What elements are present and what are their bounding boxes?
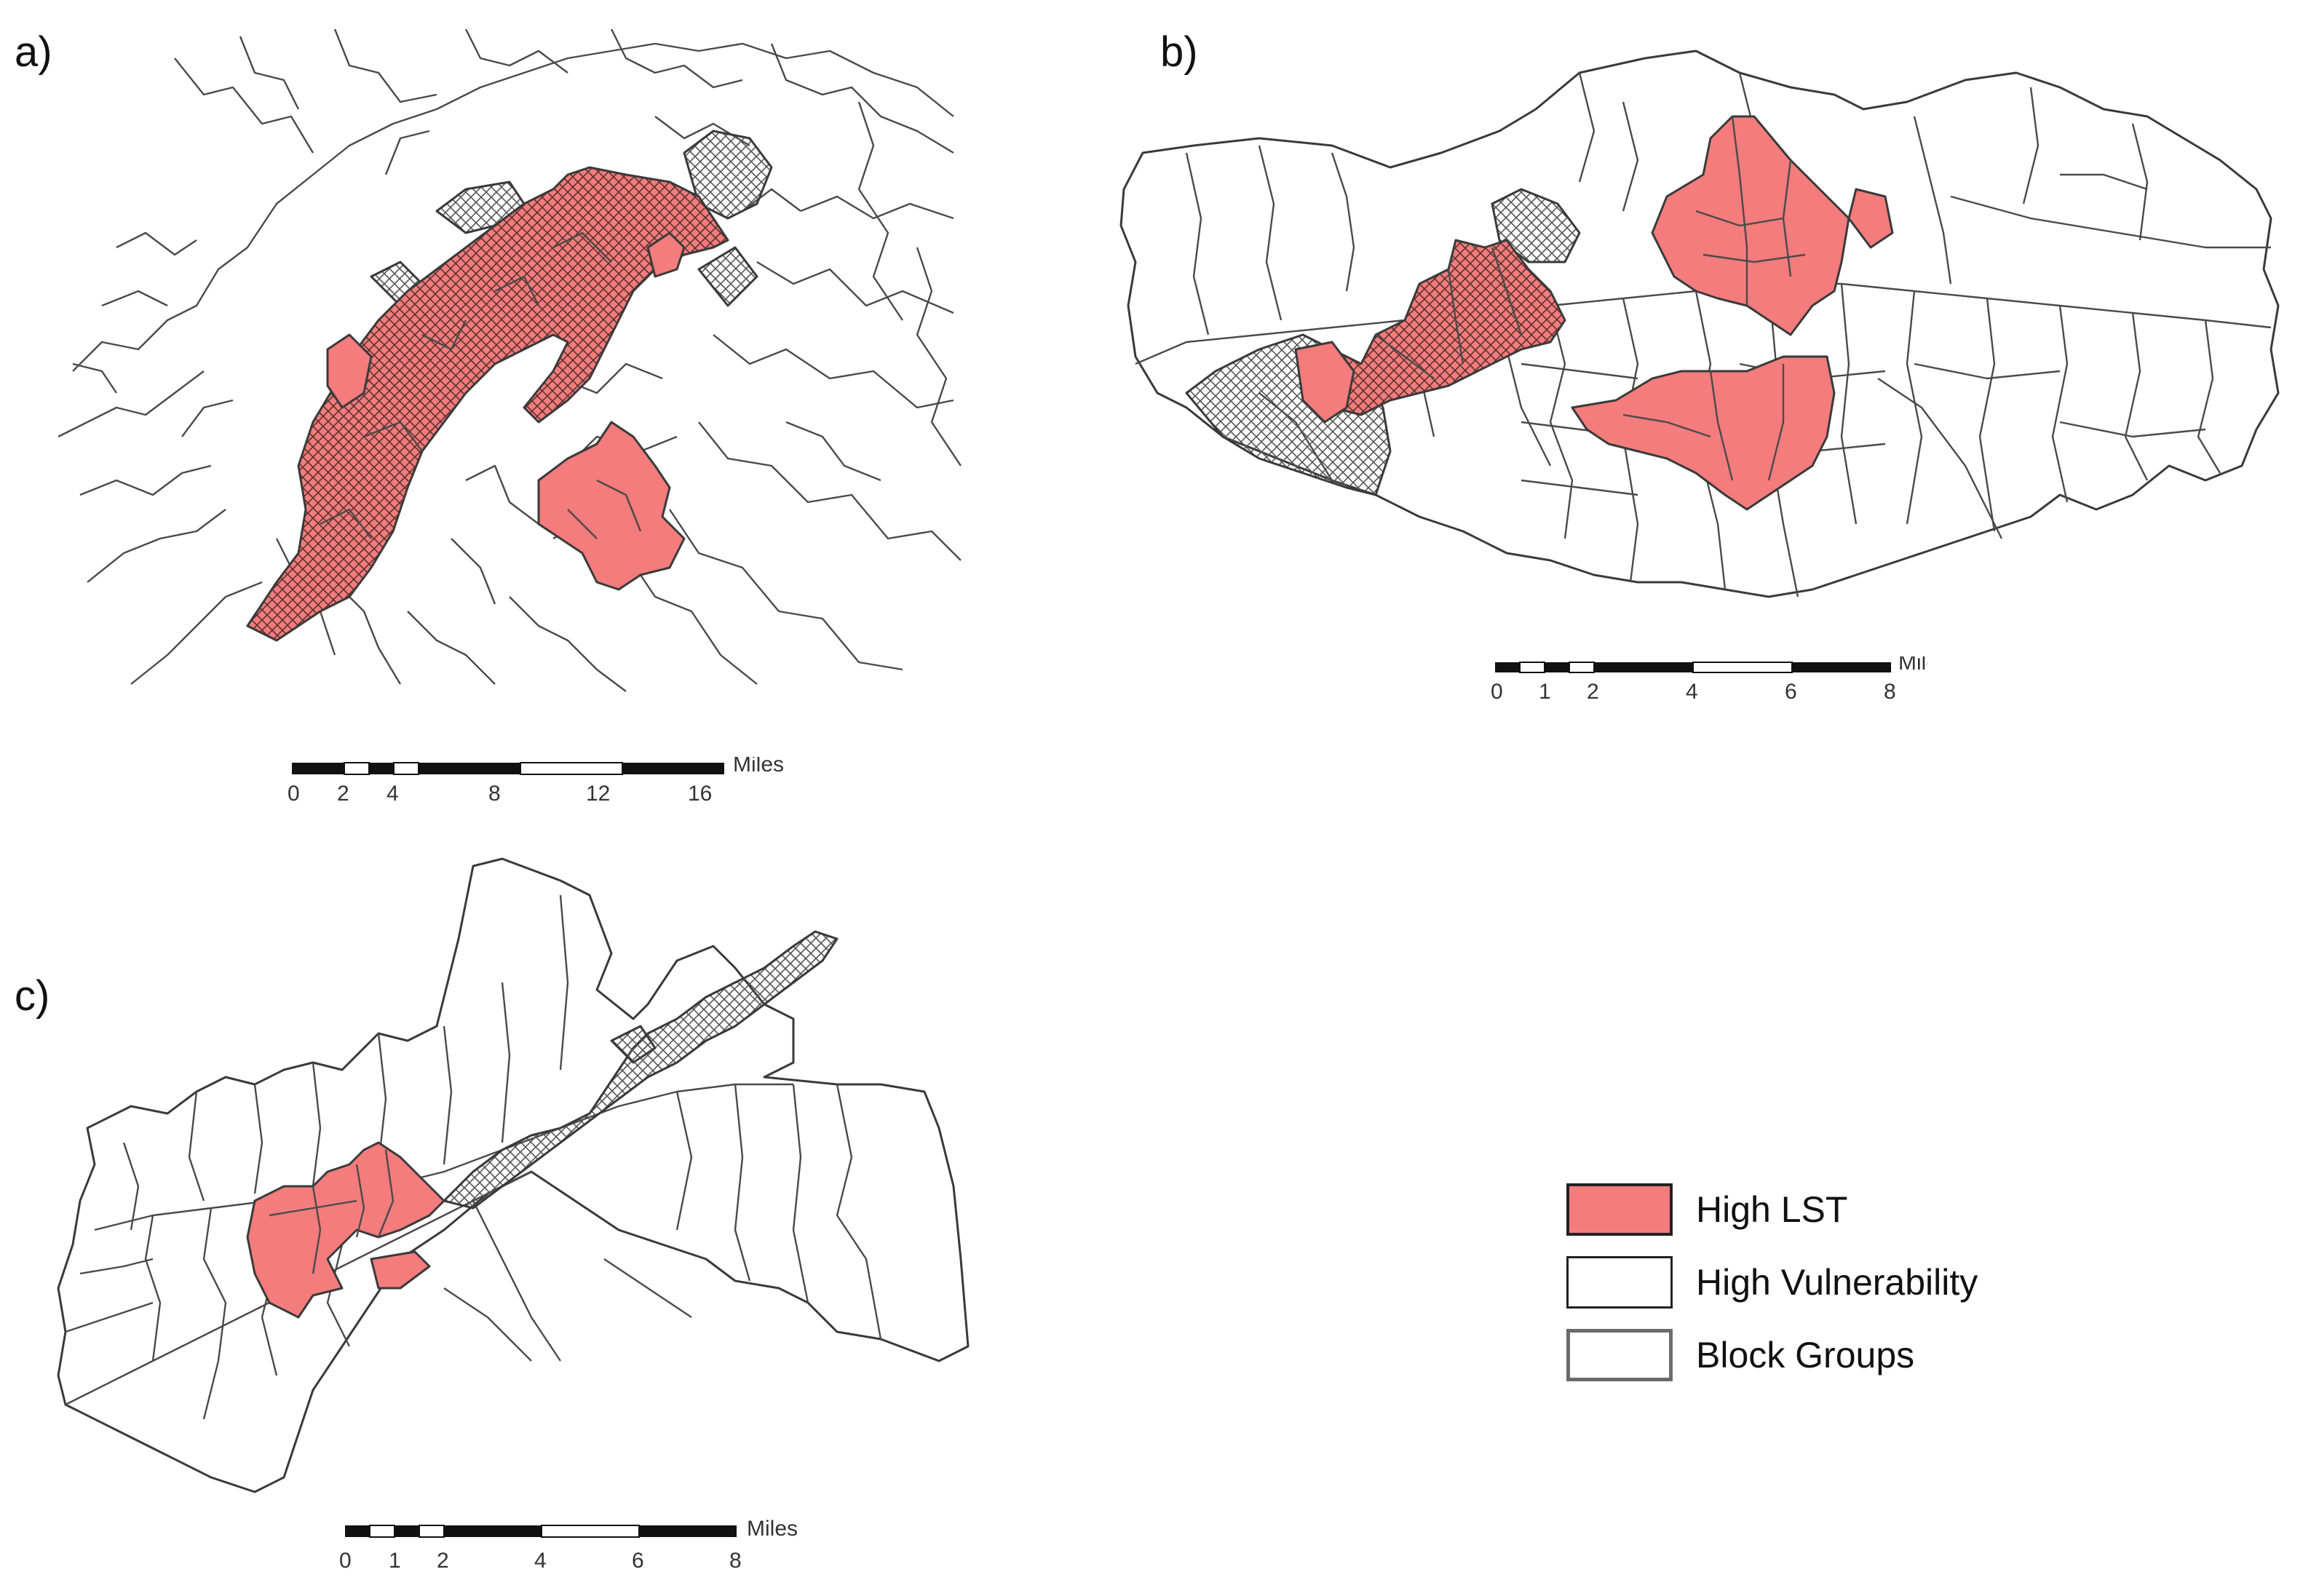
map-c-block-lines: [65, 894, 882, 1420]
panel-label-a: a): [15, 28, 52, 76]
scalebar-b-tick: 1: [1539, 680, 1551, 704]
map-a-lst-subdivisions: [320, 231, 642, 539]
scalebar-c-tick: 4: [534, 1549, 547, 1573]
scalebar-a-tick: 16: [688, 782, 712, 806]
scalebar-b: Miles 0 1 2 4 6 8: [1491, 656, 1927, 704]
scalebar-b-tick: 2: [1587, 680, 1599, 704]
scalebar-b-tick: 4: [1686, 680, 1698, 704]
scalebar-c-tick: 6: [632, 1549, 644, 1573]
legend-item-high-lst: High LST: [1566, 1173, 1978, 1246]
scalebar-a-tick: 2: [337, 782, 349, 806]
legend-swatch-block-groups: [1566, 1329, 1673, 1381]
scalebar-b-unit: Miles: [1898, 656, 1927, 675]
scalebar-b-tick: 0: [1491, 680, 1503, 704]
legend-label: High LST: [1696, 1189, 1848, 1230]
map-a-high-lst: [246, 166, 729, 642]
legend-label: High Vulnerability: [1696, 1262, 1978, 1303]
legend-swatch-high-lst: [1566, 1183, 1673, 1236]
scalebar-a-tick: 12: [586, 782, 610, 806]
scalebar-a-tick: 8: [488, 782, 501, 806]
legend-item-block-groups: Block Groups: [1566, 1319, 1978, 1391]
scalebar-c: Miles 0 1 2 4 6 8: [339, 1517, 798, 1573]
scalebar-c-tick: 1: [389, 1549, 401, 1573]
map-c: [57, 857, 970, 1493]
scalebar-b-tick: 6: [1785, 680, 1797, 704]
map-a-block-groups: [58, 29, 962, 692]
map-b-block-groups: [1119, 49, 2280, 598]
legend-swatch-high-vulnerability: [1566, 1256, 1673, 1309]
legend-item-high-vulnerability: High Vulnerability: [1566, 1246, 1978, 1319]
scalebar-c-tick: 8: [729, 1549, 742, 1573]
scalebar-b-tick: 8: [1884, 680, 1896, 704]
scalebar-a-tick: 4: [387, 782, 399, 806]
scalebar-c-unit: Miles: [747, 1517, 798, 1541]
scalebar-c-tick: 0: [339, 1549, 352, 1573]
map-b-lst-subdivisions: [1375, 116, 1806, 481]
panel-label-b: b): [1160, 28, 1198, 76]
map-c-high-vulnerability: [443, 930, 839, 1210]
map-c-lst-subdivisions: [269, 1149, 395, 1274]
map-legend: High LST High Vulnerability Block Groups: [1566, 1173, 1978, 1391]
panel-label-c: c): [15, 972, 50, 1020]
legend-label: Block Groups: [1696, 1335, 1915, 1375]
map-c-high-lst: [246, 1141, 445, 1319]
scalebar-a-unit: Miles: [733, 757, 784, 777]
map-b: [1119, 49, 2280, 598]
scalebar-c-tick: 2: [437, 1549, 449, 1573]
map-b-high-lst: [1294, 115, 1894, 511]
map-a: [58, 29, 962, 692]
scalebar-a: Miles 0 2 4 8 12 16: [288, 757, 784, 806]
scalebar-a-tick: 0: [288, 782, 300, 806]
